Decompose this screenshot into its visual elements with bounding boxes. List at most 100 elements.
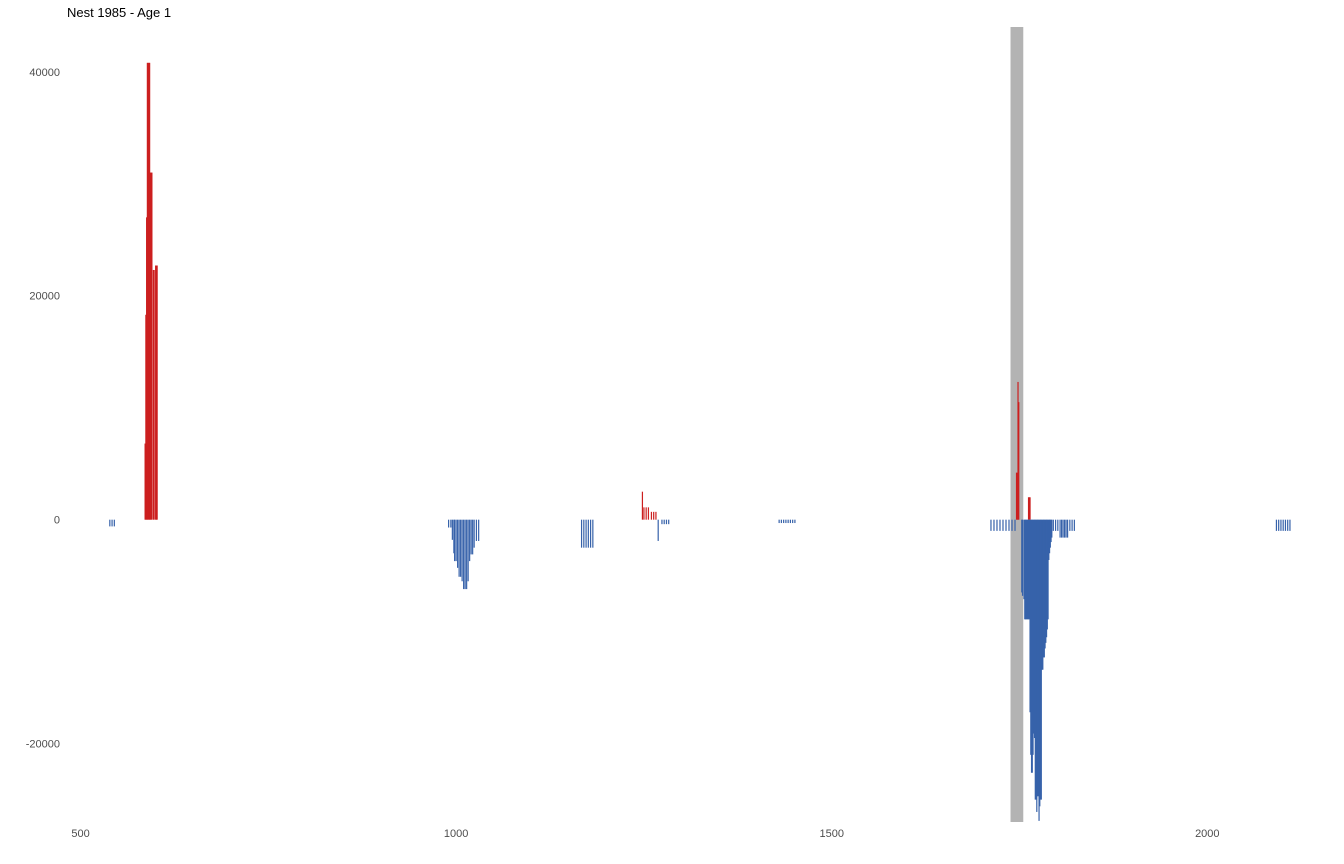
bar-negative-50: [1014, 519, 1016, 531]
bar-negative-54: [1024, 519, 1026, 620]
bar-negative-108: [1287, 519, 1289, 531]
bar-negative-96: [1062, 519, 1064, 538]
bar-negative-7: [454, 519, 456, 562]
bar-negative-53: [1023, 519, 1025, 600]
bar-negative-71: [1036, 519, 1039, 797]
bar-negative-109: [1289, 519, 1291, 531]
bar-negative-35: [780, 519, 782, 524]
bar-negative-26: [587, 519, 589, 548]
bar-positive-8: [150, 172, 152, 520]
bar-negative-59: [1027, 519, 1030, 620]
bar-negative-31: [663, 519, 665, 525]
bar-negative-102: [1073, 519, 1075, 531]
bar-negative-84: [1046, 519, 1048, 630]
bar-negative-51: [1021, 519, 1023, 593]
bar-negative-23: [580, 519, 583, 548]
bar-negative-37: [785, 519, 787, 524]
bar-positive-20: [653, 511, 655, 520]
bar-negative-46: [1002, 519, 1004, 531]
bar-negative-98: [1065, 519, 1067, 538]
bar-negative-86: [1048, 519, 1050, 560]
bar-negative-18: [470, 519, 472, 555]
bar-negative-11: [460, 519, 462, 577]
y-tick-label-3: -20000: [26, 739, 60, 751]
bar-positive-22: [1015, 472, 1018, 520]
x-tick-label-2: 1500: [819, 828, 843, 840]
bar-positive-16: [643, 507, 645, 520]
bar-positive-6: [149, 62, 151, 520]
bar-positive-14: [156, 265, 158, 520]
bar-negative-106: [1282, 519, 1284, 531]
bar-negative-95: [1060, 519, 1063, 538]
bar-negative-72: [1037, 519, 1039, 797]
bar-negative-89: [1050, 519, 1052, 543]
bar-positive-17: [645, 507, 647, 520]
bar-negative-105: [1280, 519, 1282, 531]
bar-negative-24: [583, 519, 585, 548]
bar-negative-56: [1025, 519, 1027, 620]
bar-negative-47: [1005, 519, 1007, 531]
bar-positive-18: [647, 507, 650, 520]
bar-negative-61: [1029, 519, 1031, 713]
x-tick-label-3: 2000: [1195, 828, 1219, 840]
bar-layer: [109, 62, 1291, 821]
bar-positive-10: [152, 269, 154, 520]
bar-negative-83: [1045, 519, 1048, 638]
bar-negative-92: [1054, 519, 1057, 531]
bar-negative-12: [461, 519, 463, 582]
bar-positive-15: [641, 491, 644, 520]
bar-negative-36: [783, 519, 785, 524]
bar-negative-88: [1049, 519, 1051, 548]
bar-negative-15: [466, 519, 468, 590]
bar-negative-104: [1278, 519, 1280, 531]
bar-negative-77: [1041, 519, 1043, 670]
highlight-band: [1010, 27, 1024, 822]
x-tick-label-1: 1000: [444, 828, 468, 840]
bar-positive-27: [1028, 497, 1030, 520]
bar-negative-33: [668, 519, 670, 525]
bar-negative-66: [1033, 519, 1035, 734]
bar-negative-29: [657, 519, 659, 541]
bar-negative-20: [473, 519, 475, 548]
bar-negative-103: [1275, 519, 1278, 531]
bar-negative-8: [455, 519, 457, 562]
bar-negative-55: [1024, 519, 1027, 620]
bar-negative-78: [1042, 519, 1044, 670]
bar-negative-16: [467, 519, 469, 582]
bar-positive-11: [153, 269, 155, 520]
bar-negative-93: [1057, 519, 1059, 531]
bar-negative-25: [585, 519, 587, 548]
bar-negative-28: [592, 519, 594, 548]
chart-title: Nest 1985 - Age 1: [67, 5, 171, 20]
bar-positive-21: [655, 511, 657, 520]
bar-negative-21: [475, 519, 477, 541]
bar-negative-3: [448, 519, 450, 528]
bar-positive-7: [149, 172, 151, 520]
bar-negative-30: [661, 519, 663, 525]
bar-negative-62: [1030, 519, 1032, 755]
bar-negative-52: [1021, 519, 1024, 596]
bar-negative-0: [109, 519, 111, 527]
y-tick-label-1: 20000: [29, 291, 60, 303]
bar-positive-19: [650, 511, 653, 520]
bar-negative-19: [472, 519, 474, 555]
bar-negative-10: [458, 519, 460, 577]
bar-negative-76: [1040, 519, 1042, 800]
bar-negative-40: [792, 519, 794, 524]
bar-positive-1: [145, 314, 147, 520]
bar-positive-26: [1027, 497, 1030, 520]
bar-negative-74: [1039, 519, 1041, 807]
bar-negative-80: [1043, 519, 1045, 658]
bar-negative-38: [787, 519, 789, 524]
y-tick-labels: 40000 20000 0 -20000: [26, 67, 60, 751]
bar-negative-63: [1030, 519, 1033, 773]
bar-negative-64: [1031, 519, 1033, 773]
bar-negative-97: [1063, 519, 1066, 538]
bar-negative-9: [457, 519, 459, 568]
bar-negative-100: [1069, 519, 1071, 531]
bar-negative-107: [1284, 519, 1287, 531]
bar-negative-67: [1033, 519, 1036, 739]
y-tick-label-2: 0: [54, 515, 60, 527]
bar-negative-6: [453, 519, 455, 554]
